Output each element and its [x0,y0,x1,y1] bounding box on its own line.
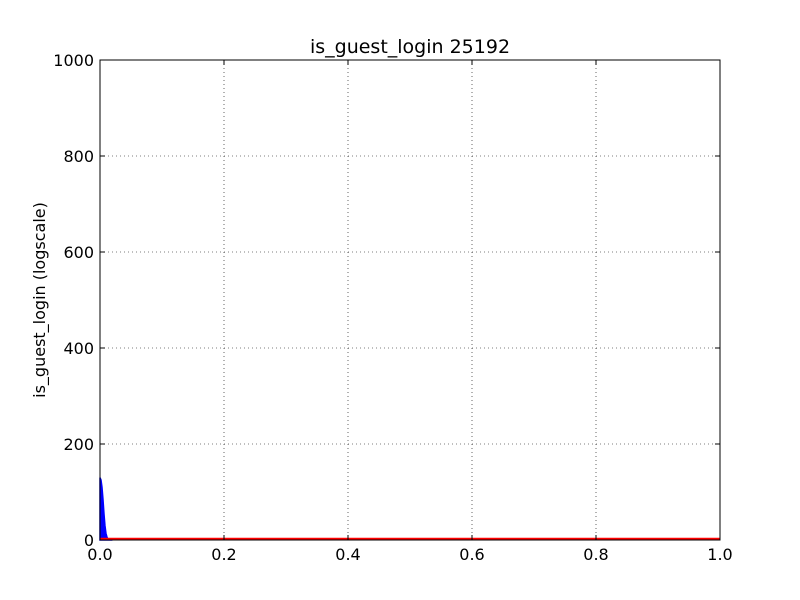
x-tick-label: 0.4 [335,545,360,564]
y-tick-label: 0 [84,531,94,550]
series-layer [99,477,720,541]
x-tick-labels: 0.0 0.2 0.4 0.6 0.8 1.0 [87,545,732,564]
x-tick-label: 0.0 [87,545,112,564]
y-tick-label: 800 [63,147,94,166]
x-tick-label: 1.0 [707,545,732,564]
tick-marks [99,59,721,541]
y-tick-label: 1000 [53,51,94,70]
plot-frame [99,59,721,541]
y-axis-label: is_guest_login (logscale) [30,202,50,398]
plot-background [100,60,720,540]
x-tick-label: 0.2 [211,545,236,564]
y-tick-label: 600 [63,243,94,262]
y-tick-label: 200 [63,435,94,454]
x-tick-label: 0.6 [459,545,484,564]
y-tick-label: 400 [63,339,94,358]
y-tick-labels: 0 200 400 600 800 1000 [53,51,94,550]
x-tick-label: 0.8 [583,545,608,564]
chart-title: is_guest_login 25192 [310,36,510,58]
